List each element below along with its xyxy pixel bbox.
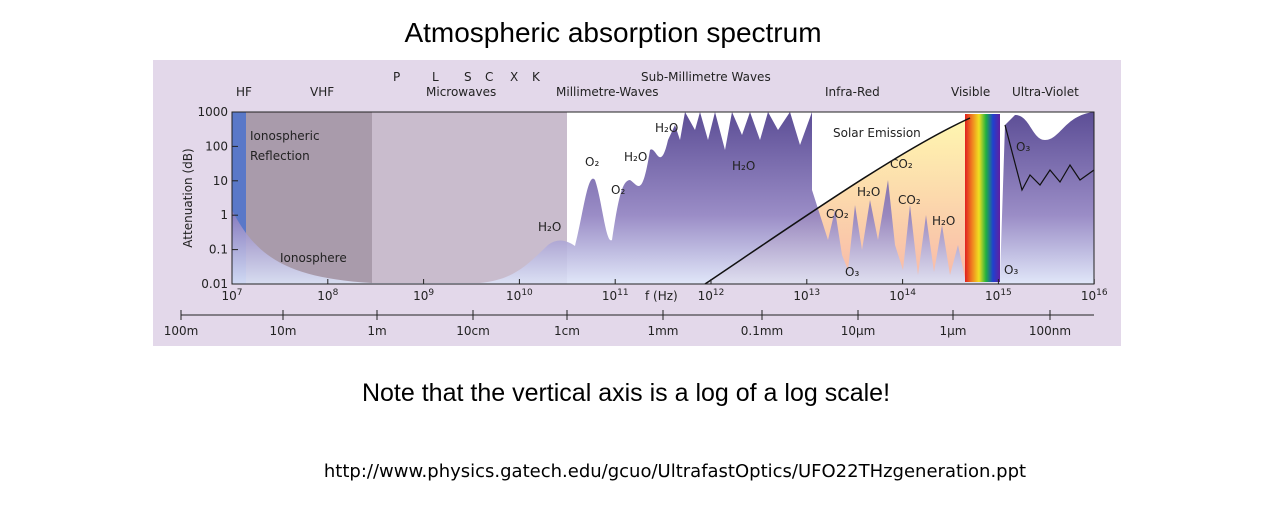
- annotation: H₂O: [538, 220, 561, 234]
- annotation: H₂O: [932, 214, 955, 228]
- annotation: O₂: [585, 155, 599, 169]
- annotation: Ionosphere: [280, 251, 347, 265]
- freq-tick-label: 1012: [698, 288, 725, 303]
- absorption-curve: [232, 112, 1094, 284]
- annotation: O₂: [611, 183, 625, 197]
- freq-tick-base: 10: [506, 289, 521, 303]
- wavelength-tick-label: 100nm: [1029, 324, 1071, 338]
- annotation: O₃: [1004, 263, 1018, 277]
- freq-axis-label: f (Hz): [645, 289, 678, 303]
- wavelength-tick-label: 1mm: [647, 324, 678, 338]
- annotation: H₂O: [655, 121, 678, 135]
- freq-tick-label: 1011: [602, 288, 629, 303]
- freq-tick-base: 10: [413, 289, 428, 303]
- wavelength-tick-label: 100m: [164, 324, 199, 338]
- freq-tick-exponent: 9: [428, 288, 434, 298]
- band-label: Sub-Millimetre Waves: [641, 70, 771, 84]
- y-axis-label: Attenuation (dB): [181, 148, 195, 247]
- band-label: Visible: [951, 85, 990, 99]
- freq-tick-label: 1014: [889, 288, 916, 303]
- freq-tick-base: 10: [1081, 289, 1096, 303]
- freq-tick-base: 10: [793, 289, 808, 303]
- freq-tick-label: 1015: [985, 288, 1012, 303]
- annotation: H₂O: [624, 150, 647, 164]
- freq-tick-exponent: 7: [237, 288, 243, 298]
- title: Atmospheric absorption spectrum: [404, 17, 821, 48]
- freq-tick-base: 10: [221, 289, 236, 303]
- band-label: HF: [236, 85, 252, 99]
- freq-tick-exponent: 14: [905, 288, 917, 298]
- annotation: CO₂: [826, 207, 849, 221]
- freq-tick-base: 10: [985, 289, 1000, 303]
- band-label: L: [432, 70, 439, 84]
- freq-tick-exponent: 11: [617, 288, 628, 298]
- uv-curve: [1004, 124, 1095, 192]
- freq-tick-exponent: 15: [1000, 288, 1011, 298]
- freq-tick-base: 10: [602, 289, 617, 303]
- note: Note that the vertical axis is a log of …: [362, 379, 890, 407]
- freq-tick-exponent: 10: [521, 288, 533, 298]
- microwave-band: [372, 112, 567, 284]
- source-url: http://www.physics.gatech.edu/gcuo/Ultra…: [324, 461, 1026, 482]
- freq-tick-exponent: 12: [713, 288, 724, 298]
- band-label: P: [393, 70, 400, 84]
- freq-tick-base: 10: [317, 289, 332, 303]
- freq-tick-label: 108: [317, 288, 338, 303]
- band-label: K: [532, 70, 541, 84]
- annotation: CO₂: [890, 157, 913, 171]
- solar-emission-line: [704, 117, 971, 285]
- freq-tick-label: 1010: [506, 288, 533, 303]
- annotation: H₂O: [732, 159, 755, 173]
- freq-tick-exponent: 13: [809, 288, 820, 298]
- band-label: Millimetre-Waves: [556, 85, 659, 99]
- freq-tick-base: 10: [889, 289, 904, 303]
- annotation: Ionospheric: [250, 129, 320, 143]
- freq-tick-label: 1013: [793, 288, 820, 303]
- freq-tick-label: 1016: [1081, 288, 1108, 303]
- band-label: Infra-Red: [825, 85, 880, 99]
- band-label: VHF: [310, 85, 334, 99]
- y-tick-label: 0.01: [201, 277, 228, 291]
- freq-tick-exponent: 16: [1096, 288, 1108, 298]
- y-tick-label: 100: [205, 139, 228, 153]
- annotation: H₂O: [857, 185, 880, 199]
- band-label: Ultra-Violet: [1012, 85, 1079, 99]
- wavelength-tick-label: 10µm: [841, 324, 876, 338]
- y-tick-label: 1: [220, 208, 228, 222]
- annotation: O₃: [845, 265, 859, 279]
- figure: [153, 60, 1121, 346]
- band-label: Microwaves: [426, 85, 496, 99]
- plot-frame: [231, 111, 1095, 285]
- annotation: Reflection: [250, 149, 310, 163]
- band-label: C: [485, 70, 493, 84]
- annotation: Solar Emission: [833, 126, 921, 140]
- freq-tick-label: 109: [413, 288, 434, 303]
- wavelength-tick-label: 10m: [270, 324, 297, 338]
- annotation: CO₂: [898, 193, 921, 207]
- wavelength-tick-label: 10cm: [456, 324, 490, 338]
- y-tick-label: 0.1: [209, 243, 228, 257]
- freq-tick-exponent: 8: [333, 288, 339, 298]
- freq-tick-base: 10: [698, 289, 713, 303]
- visible-band: [965, 114, 1000, 282]
- freq-tick-label: 107: [221, 288, 242, 303]
- wavelength-tick-label: 0.1mm: [741, 324, 783, 338]
- y-tick-label: 1000: [197, 105, 228, 119]
- wavelength-tick-label: 1m: [367, 324, 386, 338]
- wavelength-tick-label: 1cm: [554, 324, 580, 338]
- y-tick-label: 10: [213, 174, 228, 188]
- band-label: X: [510, 70, 518, 84]
- band-label: S: [464, 70, 472, 84]
- annotation: O₃: [1016, 140, 1030, 154]
- wavelength-tick-label: 1µm: [940, 324, 967, 338]
